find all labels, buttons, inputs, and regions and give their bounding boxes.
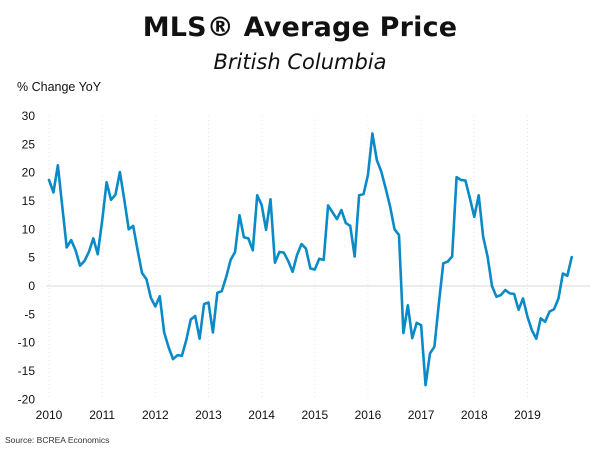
y-tick-label: 5 — [28, 251, 35, 265]
source-note: Source: BCREA Economics — [5, 435, 110, 445]
y-tick-label: 20 — [22, 166, 36, 180]
grid — [46, 115, 590, 400]
chart-title: MLS® Average Price — [142, 12, 458, 43]
x-tick-label: 2012 — [142, 408, 169, 422]
x-tick-label: 2014 — [248, 408, 275, 422]
x-tick-label: 2018 — [461, 408, 488, 422]
x-tick-label: 2017 — [408, 408, 435, 422]
y-tick-label: -5 — [24, 307, 35, 321]
y-axis-label: % Change YoY — [17, 80, 102, 94]
series-line — [47, 132, 574, 387]
x-tick-label: 2015 — [301, 408, 328, 422]
y-tick-label: 25 — [22, 137, 36, 151]
chart-subtitle: British Columbia — [213, 50, 387, 74]
x-axis-ticks: 2010 2011 2012 2013 2014 2015 2016 2017 2018 2019 — [36, 408, 541, 422]
x-tick-label: 2016 — [355, 408, 382, 422]
x-tick-label: 2013 — [195, 408, 222, 422]
y-tick-label: 15 — [22, 194, 36, 208]
x-tick-label: 2011 — [89, 408, 115, 422]
y-axis-ticks: 30 25 20 15 10 5 0 -5 -10 -15 -20 — [18, 109, 36, 406]
x-tick-label: 2019 — [514, 408, 541, 422]
y-tick-label: 0 — [28, 279, 35, 293]
series-layer — [47, 132, 574, 387]
y-tick-label: -20 — [18, 392, 36, 406]
y-tick-label: 10 — [22, 222, 36, 236]
y-tick-label: 30 — [22, 109, 36, 123]
y-tick-label: -10 — [18, 336, 36, 350]
x-tick-label: 2010 — [36, 408, 63, 422]
y-tick-label: -15 — [18, 364, 36, 378]
